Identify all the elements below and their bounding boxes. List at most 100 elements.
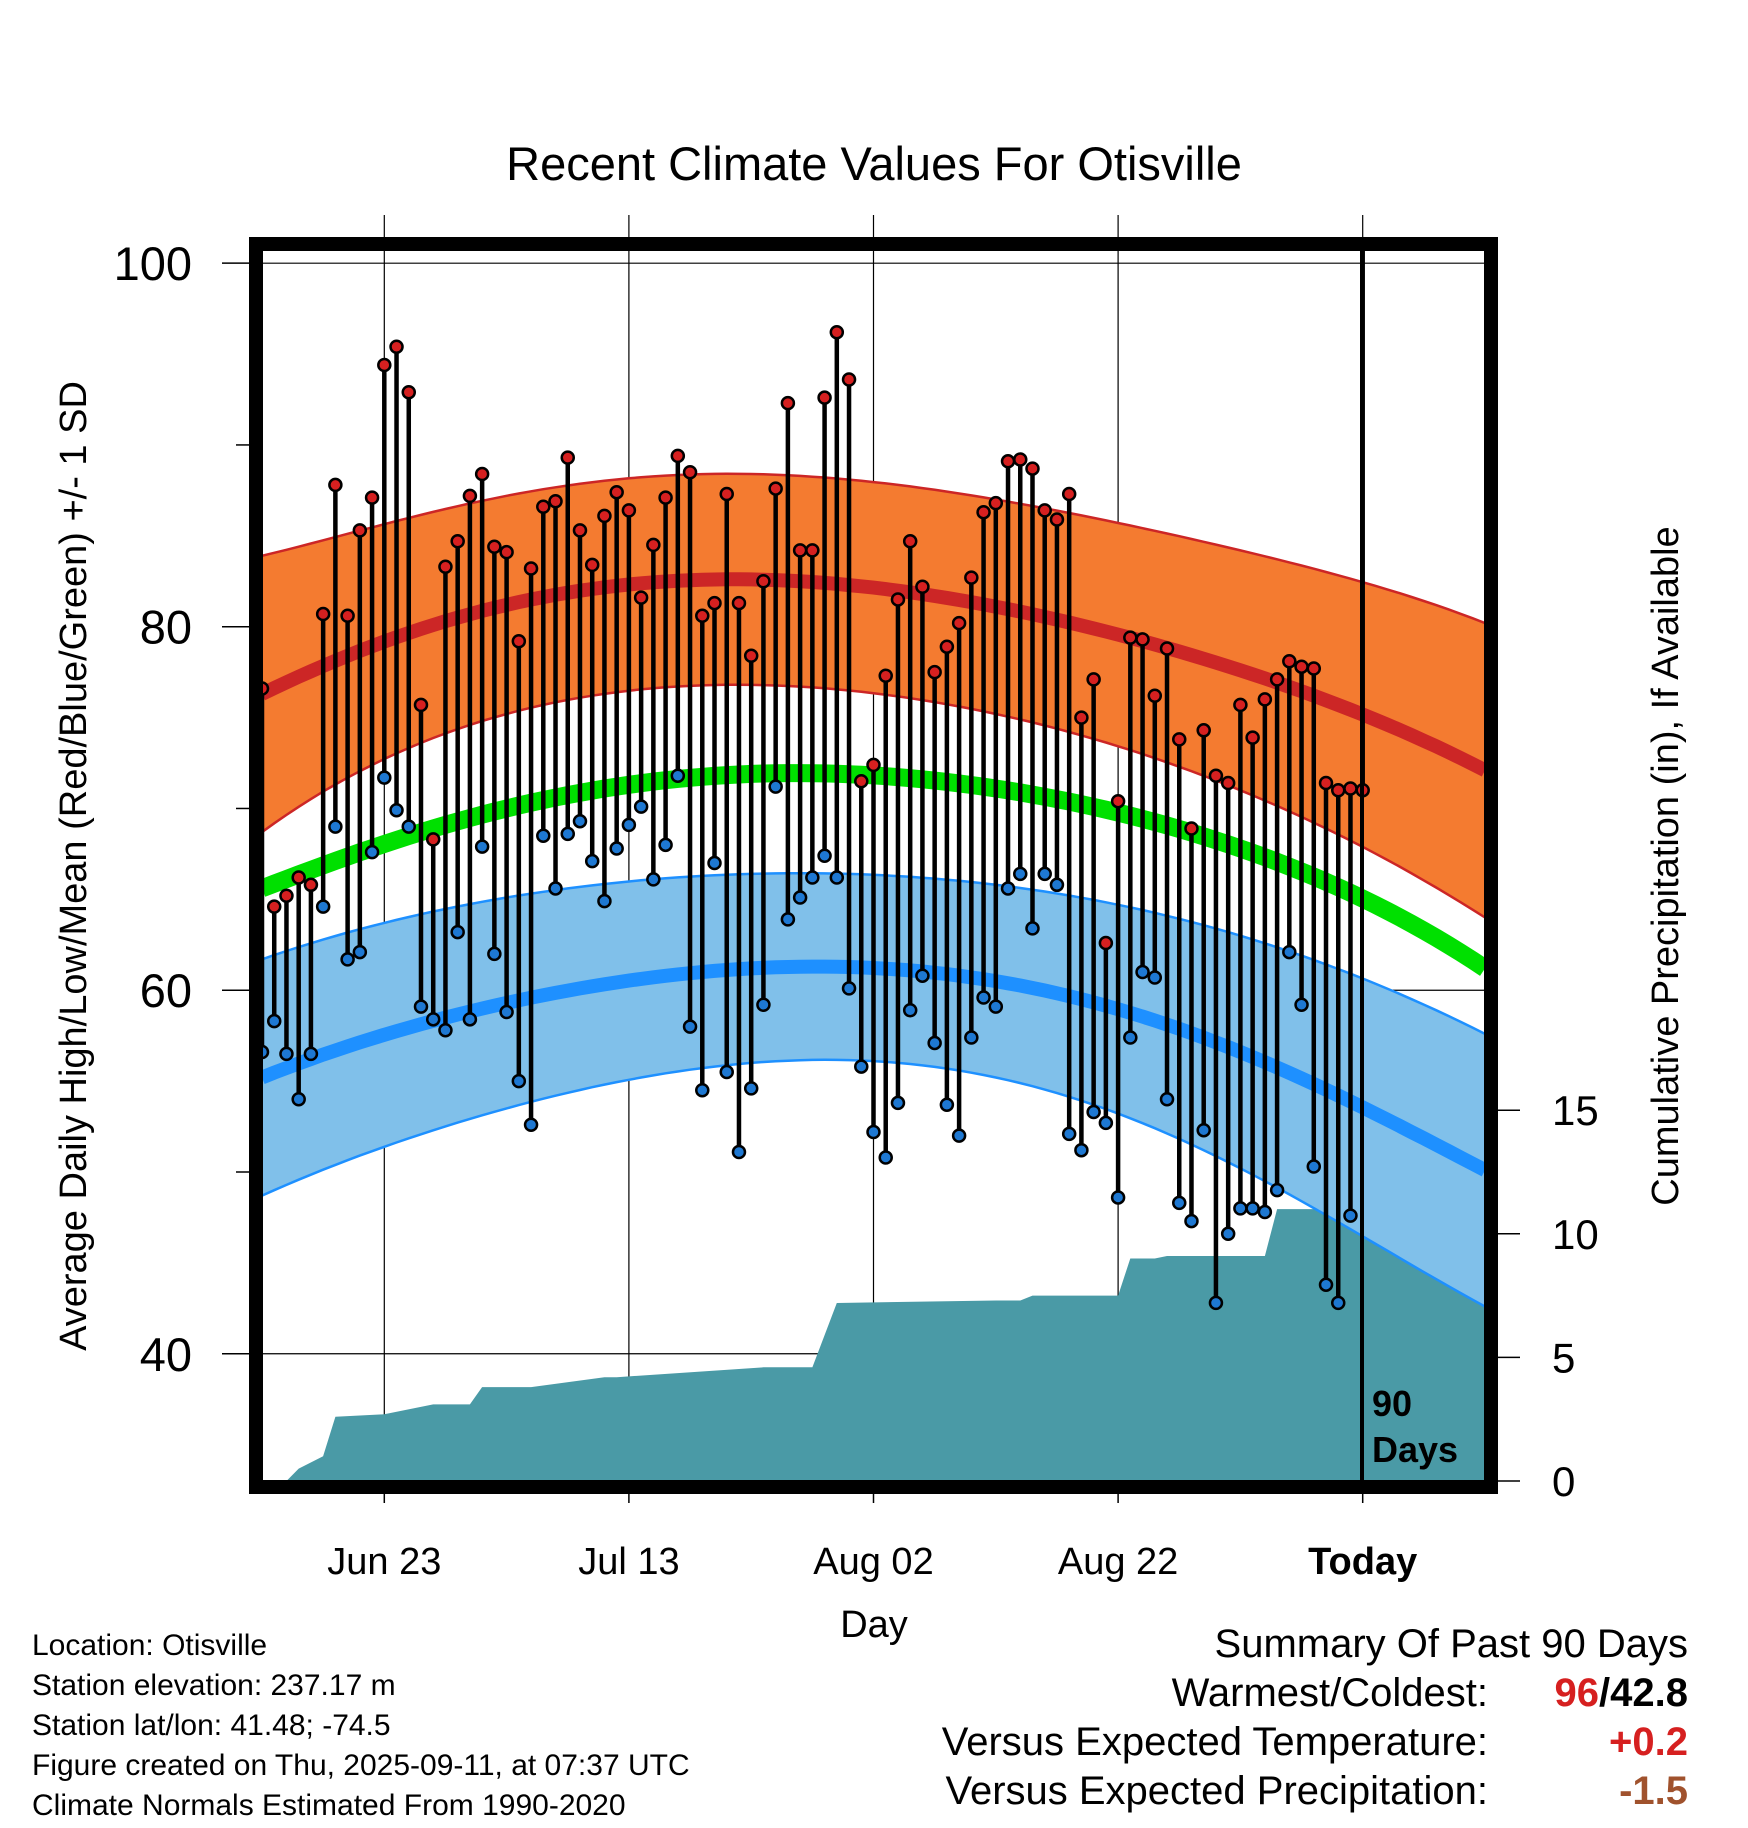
- high-temp-point: [792, 543, 808, 558]
- low-temp-point: [1330, 1295, 1346, 1311]
- low-temp-point: [768, 779, 783, 794]
- low-temp-point: [315, 899, 331, 914]
- high-temp-point: [670, 448, 686, 464]
- low-temp-point: [474, 839, 490, 854]
- high-temp-point: [560, 450, 575, 465]
- low-temp-point: [1208, 1295, 1224, 1311]
- low-temp-point: [792, 890, 808, 905]
- low-temp-point: [658, 837, 673, 853]
- low-temp-point: [425, 1012, 441, 1027]
- low-temp-point: [743, 1081, 759, 1096]
- high-temp-point: [1269, 672, 1285, 687]
- high-temp-point: [499, 544, 514, 560]
- high-temp-point: [1147, 688, 1163, 704]
- high-temp-point: [756, 574, 771, 589]
- high-temp-point: [1061, 486, 1077, 502]
- high-temp-point: [1086, 672, 1101, 687]
- low-temp-point: [1110, 1190, 1126, 1205]
- high-temp-point: [878, 668, 893, 684]
- low-temp-point: [633, 799, 649, 814]
- high-temp-point: [841, 372, 857, 387]
- high-temp-point: [780, 395, 796, 411]
- high-temp-point: [279, 888, 294, 903]
- low-temp-point: [731, 1144, 747, 1160]
- low-temp-point: [1135, 964, 1150, 980]
- low-temp-point: [1098, 1115, 1114, 1131]
- high-temp-point: [438, 559, 453, 574]
- y2-axis-label: Cumulative Precipitation (in), If Availa…: [1645, 526, 1687, 1205]
- high-temp-point: [474, 466, 490, 482]
- low-temp-point: [939, 1097, 955, 1112]
- high-temp-point: [536, 499, 551, 514]
- low-temp-point: [1000, 881, 1016, 896]
- high-temp-point: [1049, 512, 1065, 527]
- high-temp-point: [1208, 768, 1224, 784]
- coldest-value: 42.8: [1610, 1671, 1688, 1715]
- summary-precip-row: Versus Expected Precipitation: -1.5: [900, 1767, 1688, 1816]
- low-temp-point: [511, 1073, 527, 1089]
- high-temp-point: [682, 464, 698, 480]
- x-tick-label: Aug 22: [1058, 1541, 1178, 1583]
- low-temp-point: [1245, 1201, 1260, 1216]
- y-tick-label: 60: [140, 964, 192, 1017]
- today-marker-label-line1: 90: [1372, 1383, 1412, 1424]
- low-temp-point: [584, 853, 600, 869]
- summary-title: Summary Of Past 90 Days: [1214, 1622, 1688, 1666]
- temp-vs-expected-label: Versus Expected Temperature:: [941, 1720, 1488, 1764]
- low-temp-point: [364, 844, 380, 860]
- low-temp-point: [1282, 944, 1297, 960]
- low-temp-point: [829, 870, 845, 885]
- high-temp-point: [1233, 697, 1248, 713]
- y2-tick-label: 10: [1552, 1211, 1599, 1258]
- today-marker-label-line2: Days: [1372, 1429, 1458, 1470]
- low-temp-point: [707, 855, 722, 871]
- high-temp-point: [829, 324, 845, 340]
- high-temp-point: [646, 537, 661, 553]
- low-temp-point: [1257, 1204, 1273, 1220]
- x-axis-label: Day: [840, 1604, 908, 1646]
- low-temp-point: [841, 981, 857, 996]
- high-temp-point: [523, 561, 539, 576]
- high-temp-point: [1220, 775, 1236, 791]
- high-temp-point: [262, 681, 270, 696]
- high-band-upper-edge: [262, 472, 1485, 625]
- low-temp-point: [523, 1117, 539, 1132]
- axes: Jun 23 Jul 13 Aug 02 Aug 22 Today 40 60 80 100 0 5…: [114, 237, 1599, 1583]
- high-temp-point: [315, 606, 331, 622]
- high-temp-point: [951, 615, 967, 631]
- high-temp-point: [915, 579, 930, 594]
- low-temp-point: [1025, 921, 1040, 936]
- created-text: Figure created on Thu, 2025-09-11, at 07…: [32, 1749, 690, 1782]
- latlon-text: Station lat/lon: 41.48; -74.5: [32, 1709, 391, 1742]
- high-temp-point: [1025, 461, 1040, 476]
- low-temp-point: [499, 1004, 514, 1020]
- x-tick-label: Today: [1308, 1541, 1417, 1583]
- warmest-coldest-separator: /: [1599, 1671, 1611, 1715]
- low-temp-point: [817, 848, 832, 863]
- low-temp-point: [352, 944, 368, 960]
- low-temp-point: [964, 1030, 979, 1045]
- low-temp-point: [621, 817, 637, 833]
- low-temp-point: [597, 893, 612, 909]
- low-temp-point: [1357, 0, 1369, 6]
- high-temp-point: [939, 639, 955, 654]
- high-temp-point: [1037, 503, 1052, 518]
- daily-points: [262, 0, 1370, 1311]
- high-temp-point: [401, 384, 417, 400]
- station-info: Location: Otisville Station elevation: 2…: [32, 1626, 690, 1826]
- high-temp-point: [364, 490, 380, 505]
- high-temp-point: [1074, 710, 1089, 725]
- high-temp-point: [1245, 730, 1260, 745]
- x-tick-label: Jul 13: [578, 1541, 679, 1583]
- high-temp-point: [462, 488, 478, 504]
- high-temp-point: [609, 484, 624, 500]
- high-temp-point: [707, 595, 722, 611]
- low-temp-point: [401, 819, 417, 834]
- temp-vs-expected-value: +0.2: [1609, 1720, 1688, 1764]
- low-temp-point: [1184, 1213, 1199, 1229]
- high-temp-point: [1159, 641, 1175, 656]
- high-temp-point: [303, 877, 319, 893]
- high-temp-point: [1282, 653, 1297, 669]
- low-temp-point: [291, 1092, 306, 1107]
- high-temp-point: [658, 490, 673, 505]
